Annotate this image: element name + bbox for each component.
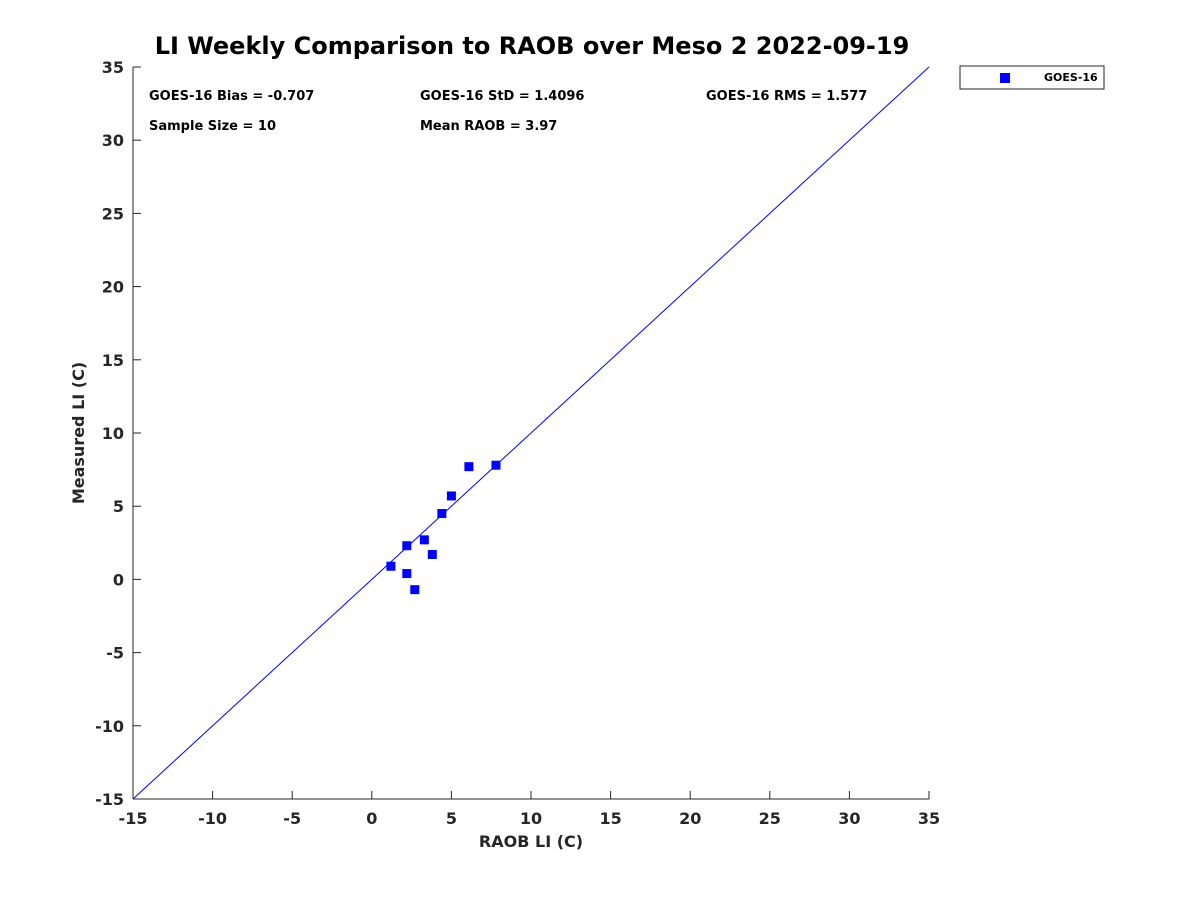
stat-sample-size: Sample Size = 10 <box>149 119 276 134</box>
data-point <box>419 535 429 545</box>
x-axis-ticks: -15 -10 -5 0 5 10 15 20 25 30 35 <box>119 791 940 828</box>
legend-label: GOES-16 <box>1044 71 1098 84</box>
x-tick-label: 25 <box>759 809 781 828</box>
y-tick-label: -15 <box>95 790 124 809</box>
data-point <box>427 550 437 560</box>
x-tick-label: -5 <box>283 809 301 828</box>
chart-title: LI Weekly Comparison to RAOB over Meso 2… <box>155 32 910 60</box>
data-point <box>491 460 501 470</box>
one-to-one-reference-line <box>132 66 930 800</box>
reference-line-group <box>132 66 930 800</box>
data-point <box>437 509 447 519</box>
x-tick-label: 5 <box>446 809 457 828</box>
data-point <box>402 569 412 579</box>
stat-bias: GOES-16 Bias = -0.707 <box>149 89 314 104</box>
y-tick-label: 15 <box>102 351 124 370</box>
x-tick-label: -15 <box>119 809 148 828</box>
y-tick-label: 30 <box>102 131 124 150</box>
x-tick-label: 0 <box>366 809 377 828</box>
y-tick-label: -10 <box>95 717 124 736</box>
stat-std: GOES-16 StD = 1.4096 <box>420 89 584 104</box>
stat-rms: GOES-16 RMS = 1.577 <box>706 89 867 104</box>
legend-box <box>959 65 1105 90</box>
data-point <box>464 462 474 472</box>
x-tick-label: 35 <box>918 809 940 828</box>
stat-mean-raob: Mean RAOB = 3.97 <box>420 119 557 134</box>
data-point <box>446 491 456 501</box>
plot-area: -15 -10 -5 0 5 10 15 20 25 30 35 -15 -10 -5 0 5 10 15 20 2… <box>95 58 940 828</box>
x-tick-label: 10 <box>520 809 542 828</box>
legend: GOES-16 <box>959 65 1105 90</box>
y-tick-label: 25 <box>102 204 124 223</box>
y-tick-label: 20 <box>102 278 124 297</box>
x-axis-label: RAOB LI (C) <box>479 832 583 851</box>
data-point <box>410 585 420 595</box>
y-tick-label: -5 <box>106 644 124 663</box>
data-point <box>402 541 412 551</box>
x-tick-label: 15 <box>599 809 621 828</box>
legend-marker <box>1000 73 1010 83</box>
y-axis-ticks: -15 -10 -5 0 5 10 15 20 25 30 35 <box>95 58 141 809</box>
x-tick-label: 30 <box>838 809 860 828</box>
y-tick-label: 0 <box>113 570 124 589</box>
x-tick-label: 20 <box>679 809 701 828</box>
data-points <box>386 460 501 595</box>
x-tick-label: -10 <box>198 809 227 828</box>
y-tick-label: 10 <box>102 424 124 443</box>
y-axis-label: Measured LI (C) <box>69 362 88 504</box>
data-point <box>386 561 396 571</box>
y-tick-label: 5 <box>113 497 124 516</box>
y-tick-label: 35 <box>102 58 124 77</box>
